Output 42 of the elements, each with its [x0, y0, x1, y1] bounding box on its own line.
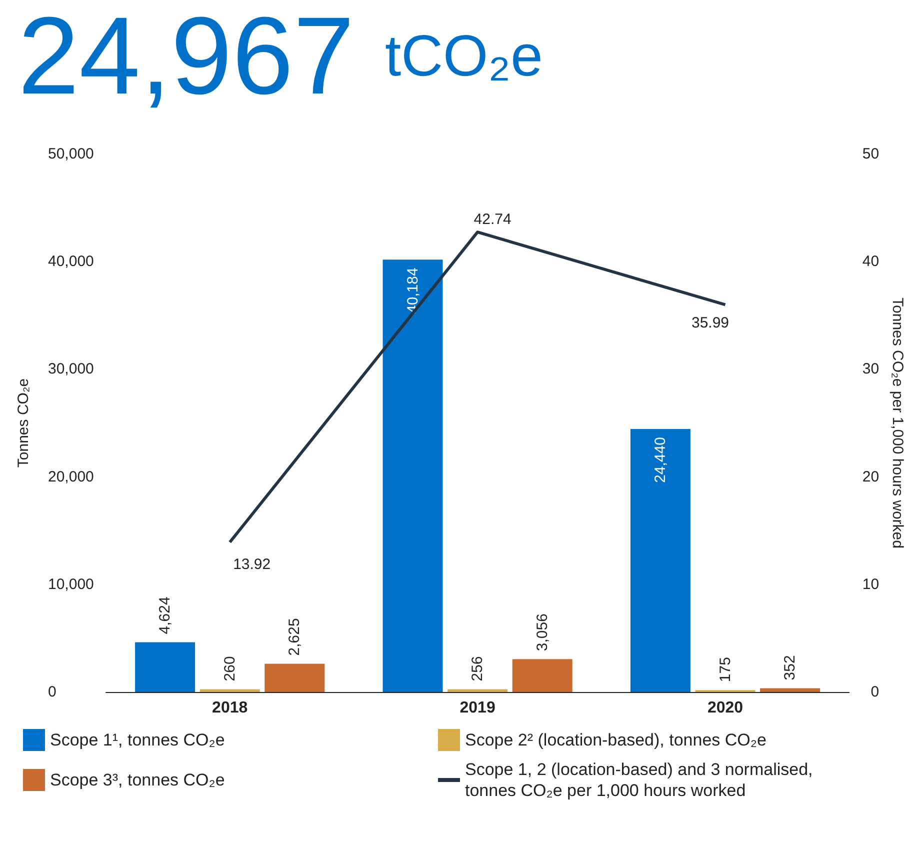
bar [382, 260, 443, 692]
bar [630, 429, 690, 692]
bar [512, 659, 572, 692]
x-tick-label: 2020 [707, 700, 744, 716]
data-label: 352 [782, 655, 799, 680]
legend-label: Scope 2² (location-based), tonnes CO₂e [465, 730, 766, 750]
bar [264, 664, 325, 692]
data-label: 256 [469, 656, 486, 682]
y2-tick-label: 0 [870, 684, 880, 700]
bar [760, 688, 820, 692]
data-label: 24,440 [652, 437, 669, 483]
data-label: 2,625 [286, 618, 304, 656]
data-label: 175 [716, 657, 734, 682]
x-tick-label: 2019 [460, 700, 496, 716]
y-tick-label: 50,000 [48, 146, 94, 162]
bar [135, 642, 196, 692]
data-label: 42.74 [474, 211, 512, 228]
y2-tick-label: 40 [862, 253, 880, 270]
data-label: 260 [221, 656, 238, 682]
legend-label: Scope 1, 2 (location-based) and 3 normalised, tonnes CO₂e per 1,000 hours worked [465, 760, 818, 800]
y-tick-label: 10,000 [48, 576, 94, 593]
y2-axis-title: Tonnes CO₂e per 1,000 hours worked [889, 298, 906, 548]
bar [448, 689, 508, 692]
data-label: 3,056 [534, 614, 551, 652]
legend-label: Scope 3³, tonnes CO₂e [50, 770, 225, 790]
y2-tick-label: 20 [862, 468, 880, 486]
data-label: 4,624 [156, 596, 174, 634]
x-tick-label: 2018 [212, 700, 248, 716]
bar [200, 689, 260, 692]
y-tick-label: 40,000 [48, 253, 94, 270]
y2-tick-label: 30 [862, 360, 880, 378]
y2-tick-label: 50 [862, 146, 880, 162]
y-tick-label: 30,000 [48, 360, 94, 378]
y2-tick-label: 10 [862, 576, 880, 593]
data-label: 40,184 [404, 268, 422, 314]
y-tick-label: 0 [48, 684, 56, 700]
data-label: 13.92 [233, 556, 271, 574]
y-axis-title: Tonnes CO₂e [15, 378, 32, 468]
chart-title: 24,967 tCO₂e [18, 0, 543, 118]
y-tick-label: 20,000 [48, 468, 94, 486]
legend-label: Scope 1¹, tonnes CO₂e [50, 730, 225, 750]
data-label: 35.99 [691, 314, 730, 332]
